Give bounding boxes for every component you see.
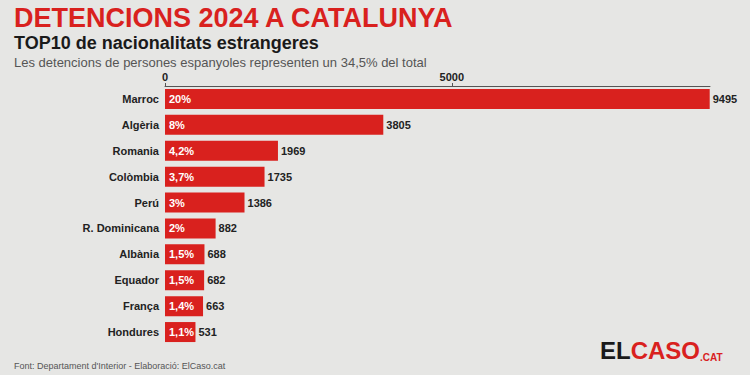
svg-text:882: 882 <box>219 222 237 234</box>
svg-text:20%: 20% <box>169 93 191 105</box>
svg-text:5000: 5000 <box>440 71 464 83</box>
svg-text:3,7%: 3,7% <box>169 171 194 183</box>
svg-text:1386: 1386 <box>248 197 272 209</box>
svg-text:DETENCIONS 2024 A CATALUNYA: DETENCIONS 2024 A CATALUNYA <box>14 3 453 33</box>
svg-text:3805: 3805 <box>386 119 410 131</box>
svg-text:CASO: CASO <box>631 337 700 364</box>
svg-text:4,2%: 4,2% <box>169 145 194 157</box>
svg-text:Equador: Equador <box>114 274 159 286</box>
svg-text:2%: 2% <box>169 222 185 234</box>
svg-text:.CAT: .CAT <box>700 352 723 363</box>
svg-text:TOP10 de nacionalitats estrang: TOP10 de nacionalitats estrangeres <box>14 33 319 53</box>
svg-text:R. Dominicana: R. Dominicana <box>83 222 160 234</box>
svg-text:Marroc: Marroc <box>122 93 159 105</box>
svg-text:0: 0 <box>162 71 168 83</box>
svg-text:682: 682 <box>207 274 225 286</box>
svg-text:1,4%: 1,4% <box>169 300 194 312</box>
svg-text:663: 663 <box>206 300 224 312</box>
svg-text:Albània: Albània <box>119 248 160 260</box>
svg-text:1,5%: 1,5% <box>169 248 194 260</box>
svg-text:Algèria: Algèria <box>122 119 160 131</box>
svg-text:Colòmbia: Colòmbia <box>109 171 160 183</box>
svg-text:3%: 3% <box>169 197 185 209</box>
svg-text:EL: EL <box>600 337 631 364</box>
svg-text:1,1%: 1,1% <box>169 326 194 338</box>
svg-text:531: 531 <box>198 326 216 338</box>
svg-text:Hondures: Hondures <box>108 326 159 338</box>
svg-text:1735: 1735 <box>268 171 292 183</box>
svg-text:Les detencions de persones esp: Les detencions de persones espanyoles re… <box>14 55 427 70</box>
svg-text:Perú: Perú <box>135 197 159 209</box>
svg-text:Font: Departament d'Interior -: Font: Departament d'Interior - Elaboraci… <box>14 361 226 371</box>
svg-text:1969: 1969 <box>281 145 305 157</box>
svg-text:França: França <box>123 300 160 312</box>
svg-text:8%: 8% <box>169 119 185 131</box>
svg-text:688: 688 <box>207 248 225 260</box>
svg-text:Romania: Romania <box>113 145 160 157</box>
svg-text:1,5%: 1,5% <box>169 274 194 286</box>
svg-text:9495: 9495 <box>713 93 737 105</box>
